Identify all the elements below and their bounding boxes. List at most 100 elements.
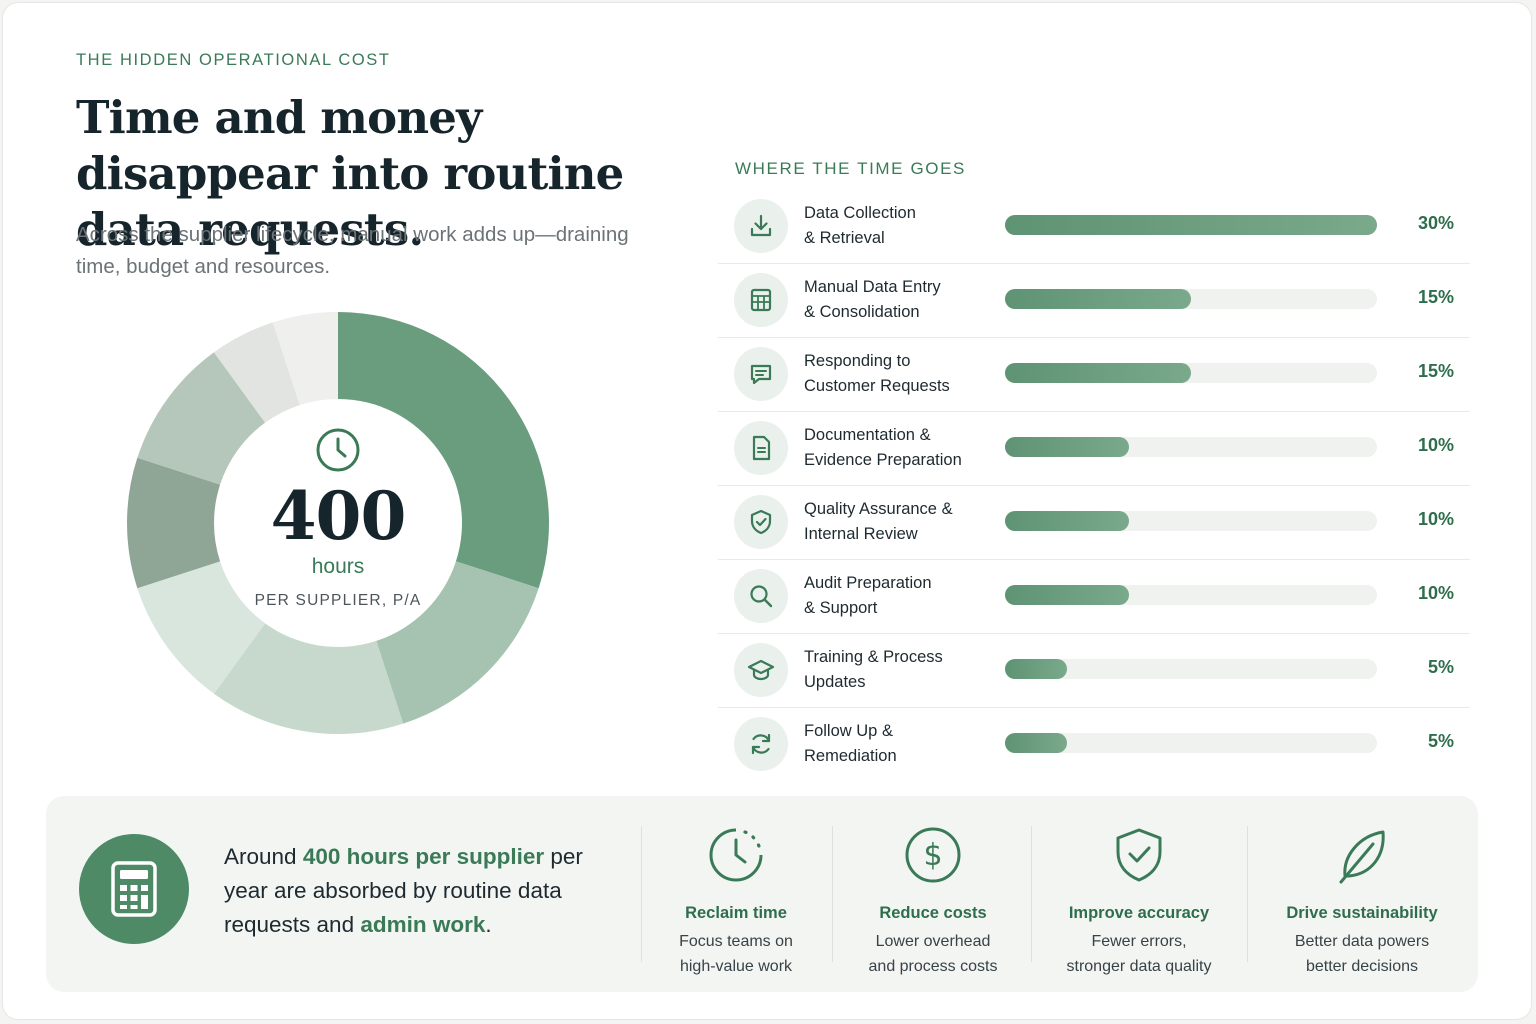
bar [1005, 511, 1129, 531]
breakdown-row: Training & Process Updates 5% [718, 634, 1470, 708]
donut-center: 400 hours PER SUPPLIER, P/A [214, 400, 462, 648]
divider [1247, 826, 1248, 962]
category-label: Follow Up & Remediation [804, 719, 1004, 769]
donut-slice [376, 561, 539, 724]
breakdown-row: Quality Assurance & Internal Review 10% [718, 486, 1470, 560]
benefit-description-line: Fewer errors, [1091, 933, 1187, 950]
benefit-title: Reduce costs [879, 904, 987, 922]
headline: Time and money disappear into routine da… [76, 91, 624, 256]
bar [1005, 585, 1129, 605]
benefit-description-line: Focus teams on [679, 933, 793, 950]
benefit-description: Better data powers better decisions [1272, 929, 1452, 979]
total-hours-unit: hours [311, 555, 365, 578]
bar-value-label: 15% [1417, 287, 1454, 307]
bar-value-label: 5% [1427, 657, 1454, 677]
breakdown-row: Data Collection & Retrieval 30% [718, 190, 1470, 264]
donut-chart [127, 312, 549, 734]
breakdown-row: Responding to Customer Requests 15% [718, 338, 1470, 412]
breakdown-row: Follow Up & Remediation 5% [718, 708, 1470, 782]
svg-text:$: $ [923, 838, 942, 873]
benefit-description: Lower overhead and process costs [843, 929, 1023, 979]
breakdown-title: WHERE THE TIME GOES [735, 159, 966, 178]
category-label: Training & Process Updates [804, 645, 1004, 695]
clock-icon [316, 428, 360, 472]
bar-value-label: 15% [1417, 361, 1454, 381]
category-label: Audit Preparation & Support [804, 571, 1004, 621]
bar [1005, 289, 1191, 309]
bar-track [1005, 585, 1377, 605]
divider [1031, 826, 1032, 962]
bar [1005, 363, 1191, 383]
category-label-line: Evidence Preparation [804, 451, 962, 469]
search-icon [734, 569, 788, 623]
document-icon [734, 421, 788, 475]
benefit-title: Improve accuracy [1068, 904, 1210, 922]
benefit-item: Improve accuracy Fewer errors, stronger da… [1049, 824, 1229, 979]
bar-track [1005, 363, 1377, 383]
bar-value-label: 10% [1417, 509, 1454, 529]
benefit-description-line: and process costs [868, 958, 998, 975]
breakdown-list: Data Collection & Retrieval 30% Manual Data… [718, 190, 1470, 782]
calculator-icon-badge [79, 834, 189, 944]
bar-track [1005, 511, 1377, 531]
bar-track [1005, 733, 1377, 753]
summary-panel: Around 400 hours per supplier per year a… [46, 796, 1478, 992]
bar-value-label: 30% [1417, 213, 1454, 233]
benefit-description-line: high-value work [679, 958, 793, 975]
total-hours-caption: PER SUPPLIER, P/A [254, 592, 422, 609]
category-label-line: Internal Review [804, 525, 918, 543]
category-label-line: & Consolidation [804, 303, 920, 321]
chat-icon [734, 347, 788, 401]
benefit-description-line: Better data powers [1294, 933, 1430, 950]
category-label-line: Responding to [804, 352, 911, 370]
breakdown-row: Documentation & Evidence Preparation 10% [718, 412, 1470, 486]
eyebrow: THE HIDDEN OPERATIONAL COST [76, 51, 391, 69]
shield-check-icon [1116, 828, 1162, 882]
benefit-title: Reclaim time [685, 904, 787, 922]
bar-track [1005, 437, 1377, 457]
graduation-cap-icon [734, 643, 788, 697]
category-label-line: Follow Up & [804, 722, 893, 740]
summary-highlight: admin work [360, 912, 486, 937]
benefit-item: $ Reduce costs Lower overhead and process c… [843, 824, 1023, 979]
benefit-description-line: Lower overhead [875, 933, 991, 950]
category-label-line: Data Collection [804, 204, 916, 222]
category-label-line: Manual Data Entry [804, 278, 941, 296]
benefit-item: Drive sustainability Better data powers be… [1272, 824, 1452, 979]
calculator-icon [111, 861, 157, 917]
donut-slice [272, 312, 338, 406]
leaf-icon [1339, 830, 1385, 884]
category-label-line: Quality Assurance & [804, 500, 953, 518]
benefit-description-line: better decisions [1305, 958, 1419, 975]
dollar-icon: $ [905, 827, 961, 883]
summary-text: Around 400 hours per supplier per year a… [224, 840, 624, 942]
benefit-description-line: stronger data quality [1066, 958, 1212, 975]
category-label-line: & Retrieval [804, 229, 885, 247]
download-icon [734, 199, 788, 253]
bar-track [1005, 659, 1377, 679]
divider [832, 826, 833, 962]
bar-track [1005, 289, 1377, 309]
donut-slice [137, 352, 266, 485]
divider [641, 826, 642, 962]
benefit-title: Drive sustainability [1286, 904, 1438, 922]
donut-slice [338, 312, 549, 589]
subtitle: Across the supplier lifecycle, manual wo… [76, 223, 629, 278]
donut-slice [213, 623, 404, 734]
summary-text-part: Around [224, 844, 303, 869]
category-label: Data Collection & Retrieval [804, 201, 1004, 251]
bar-track [1005, 215, 1377, 235]
category-label-line: Updates [804, 673, 866, 691]
bar-value-label: 10% [1417, 435, 1454, 455]
category-label-line: Training & Process [804, 648, 943, 666]
category-label-line: Customer Requests [804, 377, 950, 395]
summary-text-part: . [485, 912, 492, 937]
refresh-icon [734, 717, 788, 771]
category-label-line: Remediation [804, 747, 897, 765]
category-label-line: Documentation & [804, 426, 931, 444]
bar [1005, 733, 1067, 753]
donut-slice [127, 457, 221, 589]
bar [1005, 437, 1129, 457]
bar [1005, 659, 1067, 679]
summary-highlight: 400 hours per supplier [302, 844, 545, 869]
